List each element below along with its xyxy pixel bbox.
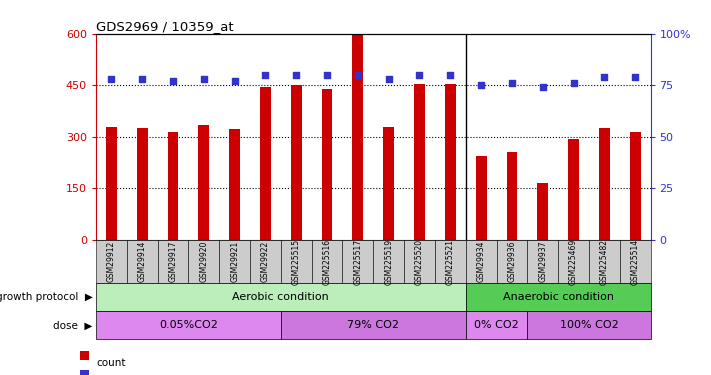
Text: growth protocol  ▶: growth protocol ▶ — [0, 292, 92, 302]
Text: 100% CO2: 100% CO2 — [560, 320, 619, 330]
Point — [383, 76, 395, 82]
Text: 79% CO2: 79% CO2 — [347, 320, 400, 330]
Text: 0.05%CO2: 0.05%CO2 — [159, 320, 218, 330]
Point — [537, 84, 548, 90]
Bar — [568, 139, 579, 240]
Text: GDS2969 / 10359_at: GDS2969 / 10359_at — [96, 20, 234, 33]
Text: GSM29934: GSM29934 — [476, 241, 486, 282]
Bar — [353, 36, 363, 240]
Bar — [168, 132, 178, 240]
Bar — [291, 86, 301, 240]
Text: GSM225520: GSM225520 — [415, 238, 424, 285]
Text: GSM225514: GSM225514 — [631, 238, 640, 285]
Text: GSM225519: GSM225519 — [384, 238, 393, 285]
Point — [321, 72, 333, 78]
Bar — [137, 128, 148, 240]
Text: GSM29936: GSM29936 — [508, 241, 516, 282]
Bar — [445, 84, 456, 240]
Bar — [260, 87, 271, 240]
Text: GSM29922: GSM29922 — [261, 241, 270, 282]
Point — [106, 76, 117, 82]
Point — [629, 74, 641, 80]
Point — [291, 72, 302, 78]
Point — [198, 76, 210, 82]
Point — [506, 80, 518, 86]
Text: GSM29914: GSM29914 — [138, 241, 146, 282]
Point — [476, 82, 487, 88]
Text: GSM29937: GSM29937 — [538, 241, 547, 282]
Text: dose  ▶: dose ▶ — [53, 320, 92, 330]
Point — [137, 76, 148, 82]
Text: count: count — [96, 358, 125, 368]
Text: 0% CO2: 0% CO2 — [474, 320, 519, 330]
Point — [444, 72, 456, 78]
Bar — [106, 127, 117, 240]
Bar — [321, 89, 333, 240]
Bar — [414, 84, 425, 240]
Text: GSM29920: GSM29920 — [199, 241, 208, 282]
Bar — [229, 129, 240, 240]
Text: GSM225482: GSM225482 — [600, 238, 609, 285]
Bar — [630, 132, 641, 240]
Text: GSM225521: GSM225521 — [446, 238, 455, 285]
Bar — [383, 127, 394, 240]
Bar — [599, 128, 610, 240]
Bar — [476, 156, 486, 240]
Point — [352, 72, 363, 78]
Text: GSM29917: GSM29917 — [169, 241, 178, 282]
Text: GSM225469: GSM225469 — [569, 238, 578, 285]
Text: Aerobic condition: Aerobic condition — [232, 292, 329, 302]
Bar — [198, 125, 209, 240]
Point — [599, 74, 610, 80]
Point — [229, 78, 240, 84]
Text: GSM225517: GSM225517 — [353, 238, 363, 285]
Text: GSM225516: GSM225516 — [323, 238, 331, 285]
Text: GSM29921: GSM29921 — [230, 241, 239, 282]
Text: GSM225515: GSM225515 — [292, 238, 301, 285]
Bar — [538, 183, 548, 240]
Point — [167, 78, 178, 84]
Point — [260, 72, 271, 78]
Point — [568, 80, 579, 86]
Point — [414, 72, 425, 78]
Text: Anaerobic condition: Anaerobic condition — [503, 292, 614, 302]
Text: GSM29912: GSM29912 — [107, 241, 116, 282]
Bar — [506, 152, 518, 240]
